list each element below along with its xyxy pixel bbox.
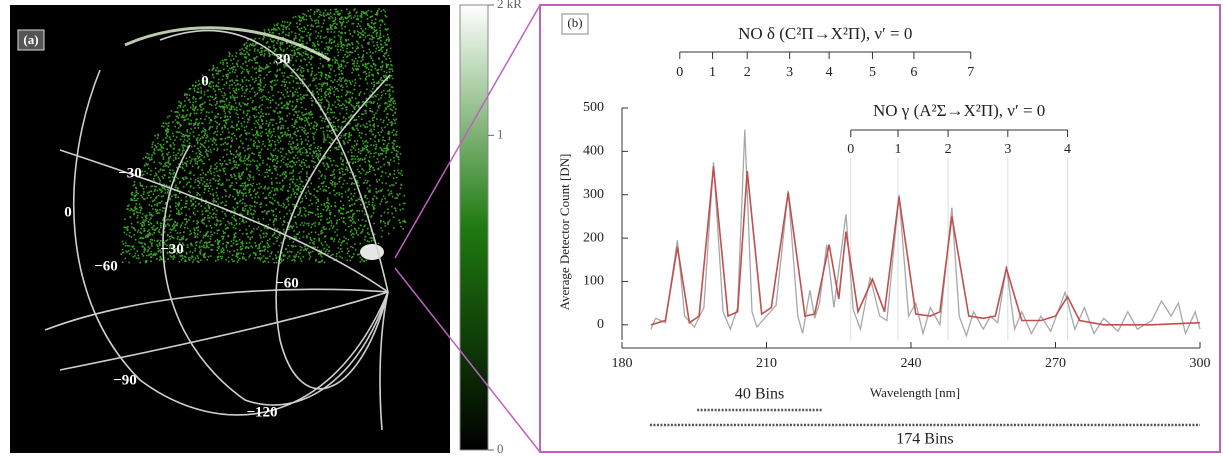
bright-spot xyxy=(360,244,384,260)
x-tick-label: 210 xyxy=(756,356,777,371)
band-tick-label: 0 xyxy=(847,142,854,157)
band-tick-label: 1 xyxy=(709,65,716,80)
band-title: NO δ (C²Π→X²Π), ν′ = 0 xyxy=(738,24,912,43)
band-tick-label: 4 xyxy=(826,65,833,80)
band-tick-label: 5 xyxy=(869,65,876,80)
emission-image xyxy=(120,8,407,264)
band-tick-label: 1 xyxy=(894,142,901,157)
band-tick-label: 7 xyxy=(967,65,974,80)
x-tick-label: 180 xyxy=(612,356,633,371)
band-tick-label: 0 xyxy=(676,65,683,80)
panel-b-frame xyxy=(539,4,1221,453)
y-tick-label: 400 xyxy=(583,144,604,159)
band-tick-label: 3 xyxy=(1004,142,1011,157)
band-tick-label: 2 xyxy=(744,65,751,80)
x-tick-label: 240 xyxy=(901,356,922,371)
y-tick-label: 200 xyxy=(583,230,604,245)
zoom-connectors xyxy=(394,4,541,453)
grid-label: −30 xyxy=(160,241,184,257)
panel-label: (a) xyxy=(23,32,38,47)
colorbar-tick-label: 2 kR xyxy=(497,0,522,11)
series-line xyxy=(650,166,1201,326)
band-tick-label: 4 xyxy=(1064,142,1071,157)
grid-label: −90 xyxy=(113,372,137,388)
colorbar-tick-label: 1 xyxy=(497,126,504,141)
grid-label: 0 xyxy=(64,204,72,220)
grid-label: 30 xyxy=(276,51,291,67)
panel-a-background xyxy=(10,5,450,453)
x-tick-label: 300 xyxy=(1190,356,1211,371)
y-axis-label: Average Detector Count [DN] xyxy=(557,154,572,311)
grid-label: −60 xyxy=(275,275,299,291)
colorbar-tick-label: 0 xyxy=(497,441,504,456)
y-tick-label: 0 xyxy=(597,317,604,332)
band-title: NO γ (A²Σ→X²Π), ν′ = 0 xyxy=(873,101,1045,120)
x-axis-label: Wavelength [nm] xyxy=(870,385,960,400)
grid-curves xyxy=(44,29,391,431)
bin-span-label: 40 Bins xyxy=(735,386,784,403)
panel-label: (b) xyxy=(567,15,582,30)
y-tick-label: 300 xyxy=(583,187,604,202)
speckles xyxy=(120,8,407,264)
aurora-arc xyxy=(124,26,331,62)
grid-label: −30 xyxy=(118,165,142,181)
series-line xyxy=(650,129,1201,338)
band-tick-label: 2 xyxy=(945,142,952,157)
band-tick-label: 6 xyxy=(910,65,917,80)
grid-label: −60 xyxy=(94,258,118,274)
grid-label: −120 xyxy=(246,404,277,420)
band-tick-label: 3 xyxy=(786,65,793,80)
label-box xyxy=(17,29,45,51)
bin-span-label: 174 Bins xyxy=(896,431,953,448)
y-tick-label: 100 xyxy=(583,274,604,289)
colorbar xyxy=(459,4,489,451)
grid-label: 0 xyxy=(201,73,209,89)
y-tick-label: 500 xyxy=(583,100,604,115)
x-tick-label: 270 xyxy=(1045,356,1066,371)
label-box xyxy=(561,13,589,35)
